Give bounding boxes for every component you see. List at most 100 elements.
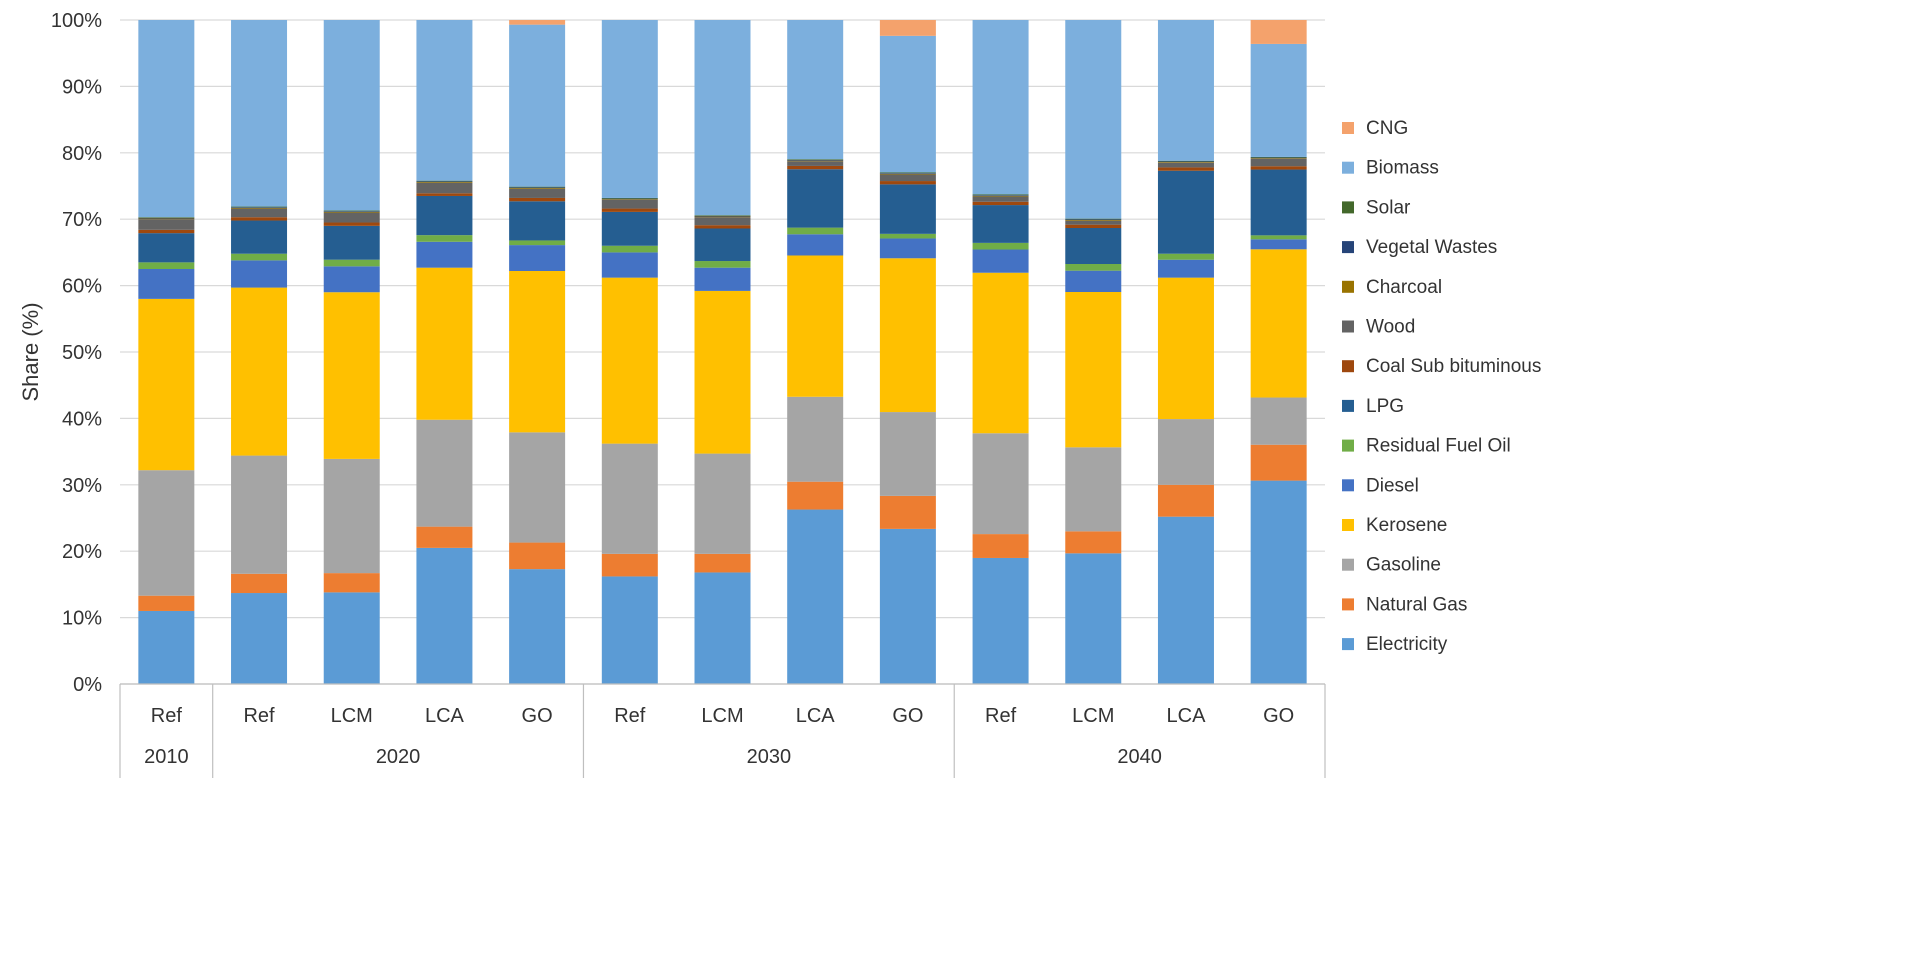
bar-segment-lpg: [972, 205, 1029, 243]
bar-segment-natural-gas: [601, 553, 658, 577]
bar-segment-residual-fuel-oil: [231, 253, 288, 261]
bar-segment-solar: [416, 180, 473, 182]
bar-segment-vegetal-wastes: [972, 195, 1029, 196]
bar-segment-kerosene: [787, 255, 844, 397]
bar-segment-coal-sub-bituminous: [138, 229, 195, 234]
bar-segment-solar: [138, 217, 195, 218]
bar-segment-solar: [601, 197, 658, 199]
bar-segment-natural-gas: [787, 481, 844, 510]
bar-segment-residual-fuel-oil: [694, 261, 751, 268]
x-tick-label: LCM: [701, 705, 743, 727]
bar-segment-coal-sub-bituminous: [1250, 166, 1307, 170]
bar-segment-electricity: [416, 547, 473, 684]
bar-segment-kerosene: [1250, 249, 1307, 398]
bar-segment-biomass: [1250, 43, 1307, 157]
bar-segment-coal-sub-bituminous: [509, 197, 566, 202]
x-tick-label: LCA: [796, 705, 836, 727]
bar-segment-charcoal: [694, 216, 751, 218]
bar-segment-vegetal-wastes: [787, 159, 844, 161]
bar-segment-gasoline: [323, 458, 380, 574]
bar-segment-gasoline: [1065, 447, 1122, 532]
bar-segment-wood: [1250, 158, 1307, 167]
bar-segment-vegetal-wastes: [509, 187, 566, 188]
bar-segment-kerosene: [138, 298, 195, 471]
bar-segment-charcoal: [323, 211, 380, 213]
bar-segment-electricity: [694, 572, 751, 684]
x-group-label: 2020: [376, 746, 421, 768]
legend-swatch: [1342, 241, 1354, 254]
bar-segment-diesel: [972, 249, 1029, 273]
bar-segment-diesel: [138, 269, 195, 299]
y-axis-label: Share (%): [18, 302, 43, 401]
bar-segment-gasoline: [509, 432, 566, 543]
bar-segment-residual-fuel-oil: [601, 245, 658, 253]
legend-label: Wood: [1366, 317, 1415, 338]
bar-segment-charcoal: [509, 187, 566, 189]
x-tick-label: GO: [1263, 705, 1294, 727]
bar-segment-lpg: [323, 225, 380, 260]
bar-segment-solar: [323, 210, 380, 212]
bar-segment-kerosene: [509, 270, 566, 433]
bar-segment-residual-fuel-oil: [972, 242, 1029, 250]
bar-segment-solar: [1250, 156, 1307, 158]
bar-segment-solar: [1157, 160, 1214, 162]
bar-segment-vegetal-wastes: [138, 217, 195, 219]
bar-segment-gasoline: [231, 455, 288, 574]
legend-label: Charcoal: [1366, 277, 1442, 298]
bar-segment-coal-sub-bituminous: [323, 222, 380, 226]
bar-segment-coal-sub-bituminous: [1065, 224, 1122, 228]
bar-segment-natural-gas: [972, 534, 1029, 558]
y-tick-label: 100%: [51, 10, 102, 32]
legend-label: Solar: [1366, 197, 1411, 218]
bar-segment-coal-sub-bituminous: [1157, 167, 1214, 171]
bar-segment-diesel: [1065, 270, 1122, 292]
bar-segment-biomass: [787, 20, 844, 160]
bar-segment-natural-gas: [416, 526, 473, 548]
bar-segment-charcoal: [601, 199, 658, 200]
bar-segment-natural-gas: [323, 573, 380, 593]
bar-segment-natural-gas: [231, 573, 288, 594]
bar-segment-residual-fuel-oil: [416, 235, 473, 242]
legend-swatch: [1342, 598, 1354, 611]
bar-segment-gasoline: [601, 443, 658, 554]
legend-label: LPG: [1366, 396, 1404, 417]
x-tick-label: Ref: [243, 705, 275, 727]
bar-segment-solar: [509, 186, 566, 188]
legend-label: Gasoline: [1366, 555, 1441, 576]
bar-segment-electricity: [1250, 480, 1307, 684]
bar-segment-vegetal-wastes: [879, 173, 936, 174]
bar-segment-diesel: [1250, 239, 1307, 250]
bar-segment-residual-fuel-oil: [509, 240, 566, 246]
bar-segment-vegetal-wastes: [694, 215, 751, 217]
bar-segment-coal-sub-bituminous: [879, 181, 936, 185]
bar-segment-cng: [879, 20, 936, 36]
bar-segment-biomass: [138, 20, 195, 218]
bar-segment-gasoline: [879, 412, 936, 496]
bar-segment-lpg: [231, 220, 288, 254]
bar-segment-solar: [879, 172, 936, 174]
bar-segment-kerosene: [323, 292, 380, 459]
bar-segment-electricity: [1065, 553, 1122, 684]
bar-segment-kerosene: [694, 290, 751, 454]
bar-segment-biomass: [1065, 20, 1122, 219]
bar-segment-cng: [509, 20, 566, 25]
bar-segment-diesel: [323, 266, 380, 293]
legend-label: Coal Sub bituminous: [1366, 356, 1541, 377]
bar-segment-vegetal-wastes: [1250, 157, 1307, 159]
bar-segment-biomass: [1157, 20, 1214, 161]
y-tick-label: 0%: [73, 674, 102, 696]
legend-swatch: [1342, 122, 1354, 134]
bar-segment-residual-fuel-oil: [1250, 235, 1307, 240]
legend-swatch: [1342, 479, 1354, 492]
legend-label: Biomass: [1366, 158, 1439, 179]
legend-label: Natural Gas: [1366, 594, 1467, 615]
bar-segment-charcoal: [879, 173, 936, 175]
bar-segment-electricity: [972, 557, 1029, 684]
bar-segment-charcoal: [1065, 220, 1122, 221]
bar-segment-solar: [694, 215, 751, 216]
legend-swatch: [1342, 638, 1354, 651]
bar-segment-biomass: [323, 20, 380, 211]
bar-segment-lpg: [879, 184, 936, 234]
bar-segment-residual-fuel-oil: [1157, 253, 1214, 260]
